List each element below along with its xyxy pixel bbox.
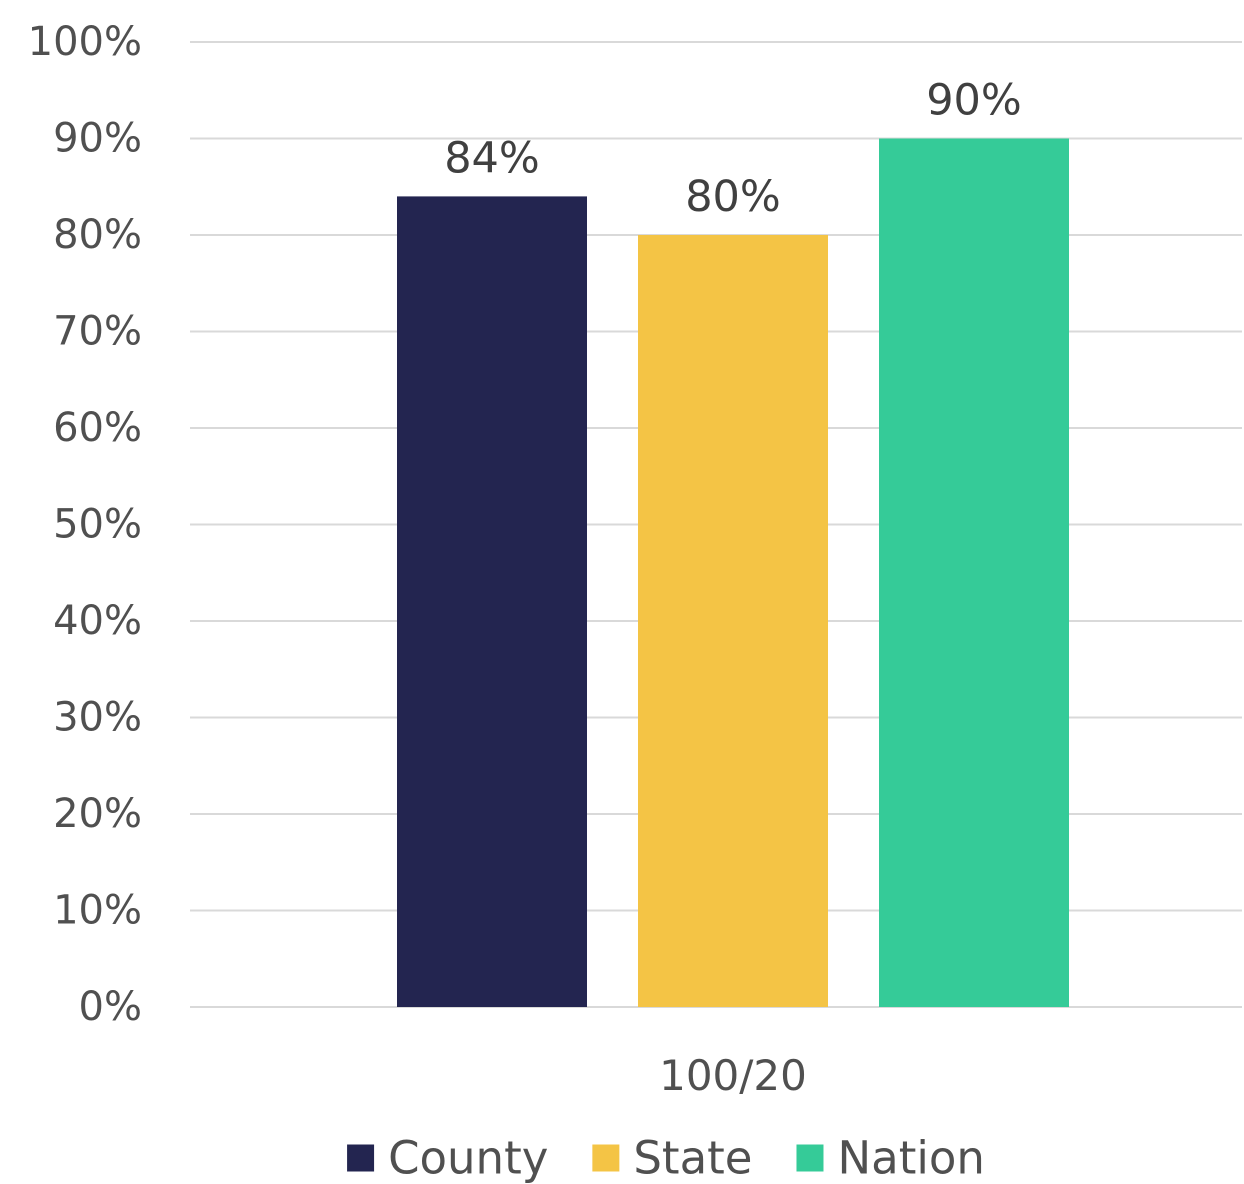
legend-label-nation: Nation — [837, 1132, 984, 1184]
x-category-label: 100/20 — [659, 1051, 807, 1100]
y-tick-label: 10% — [53, 888, 142, 934]
y-tick-label: 90% — [53, 116, 142, 162]
data-label-state: 80% — [685, 172, 781, 222]
bars: 84% 80% 90% — [397, 76, 1069, 1007]
legend-swatch-state — [592, 1144, 620, 1172]
y-tick-label: 50% — [53, 502, 142, 548]
y-tick-label: 20% — [53, 791, 142, 837]
x-axis: 100/20 — [659, 1051, 807, 1100]
y-tick-label: 100% — [28, 19, 142, 65]
y-tick-label: 0% — [79, 984, 142, 1030]
bar-state — [638, 235, 828, 1007]
data-label-county: 84% — [444, 133, 540, 183]
legend: County State Nation — [347, 1132, 985, 1184]
y-tick-label: 30% — [53, 695, 142, 741]
legend-swatch-nation — [796, 1144, 824, 1172]
legend-label-county: County — [388, 1132, 548, 1184]
y-tick-label: 40% — [53, 598, 142, 644]
legend-label-state: State — [633, 1132, 752, 1184]
y-axis: 0% 10% 20% 30% 40% 50% 60% 70% 80% 90% 100% — [28, 19, 142, 1030]
data-label-nation: 90% — [926, 76, 1022, 126]
y-tick-label: 80% — [53, 212, 142, 258]
bar-nation — [879, 138, 1069, 1007]
y-tick-label: 60% — [53, 405, 142, 451]
legend-swatch-county — [347, 1144, 375, 1172]
y-tick-label: 70% — [53, 309, 142, 355]
bar-county — [397, 196, 587, 1007]
